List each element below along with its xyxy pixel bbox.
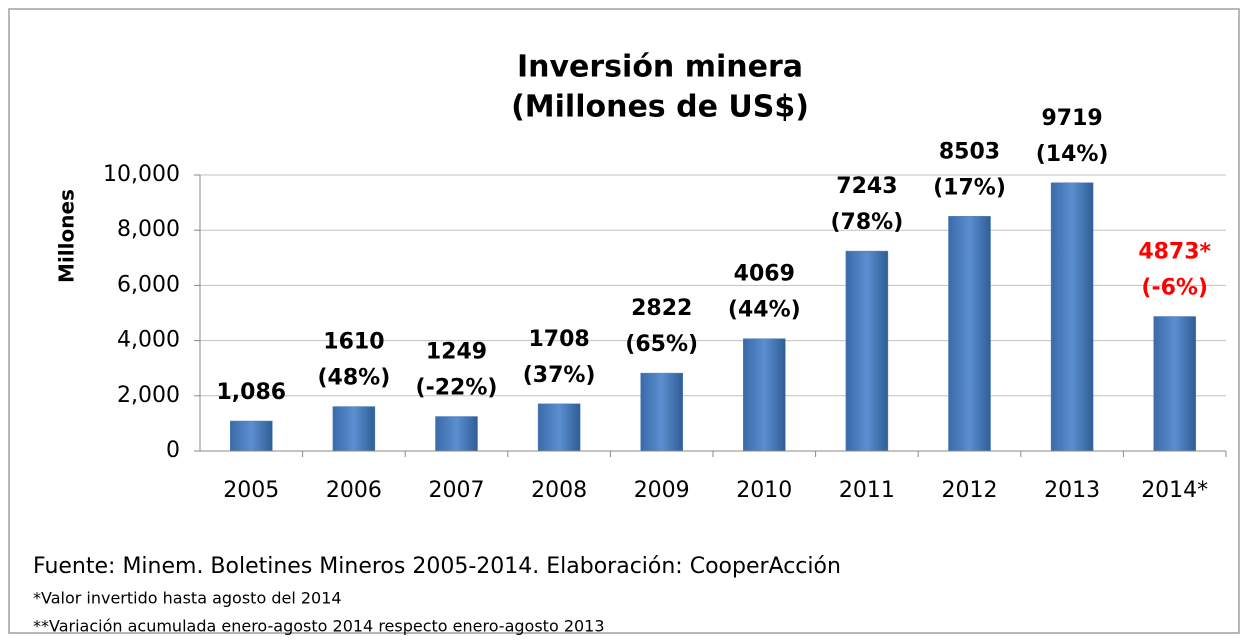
change-label: (17%) xyxy=(933,175,1006,200)
value-label: 1610 xyxy=(323,330,384,355)
chart-title: Inversión minera xyxy=(517,50,803,85)
value-label: 1,086 xyxy=(217,380,287,405)
note: *Valor invertido hasta agosto del 2014 xyxy=(33,589,342,608)
chart-subtitle: (Millones de US$) xyxy=(511,90,809,125)
y-tick-label: 2,000 xyxy=(117,383,180,408)
change-label: (37%) xyxy=(523,363,596,388)
value-label: 4873* xyxy=(1138,240,1211,265)
value-label: 4069 xyxy=(734,262,795,287)
change-label: (78%) xyxy=(831,210,904,235)
bar xyxy=(845,250,889,452)
x-tick-label: 2008 xyxy=(531,478,587,503)
change-label: (-6%) xyxy=(1141,276,1208,301)
x-tick-label: 2005 xyxy=(223,478,279,503)
x-tick-label: 2012 xyxy=(942,478,998,503)
bar xyxy=(332,406,376,452)
x-tick-label: 2010 xyxy=(736,478,792,503)
y-tick-label: 10,000 xyxy=(103,162,180,187)
x-tick-label: 2006 xyxy=(326,478,382,503)
change-label: (48%) xyxy=(318,366,391,391)
bar xyxy=(1050,182,1094,452)
x-tick-label: 2013 xyxy=(1044,478,1100,503)
x-tick-label: 2014* xyxy=(1141,478,1208,503)
bar xyxy=(537,403,581,452)
change-label: (14%) xyxy=(1036,142,1109,167)
bar xyxy=(435,416,478,452)
value-label: 9719 xyxy=(1041,106,1102,131)
source: Fuente: Minem. Boletines Mineros 2005-20… xyxy=(33,554,841,579)
x-tick-label: 2007 xyxy=(429,478,485,503)
y-axis-label: Millones xyxy=(55,189,79,283)
value-label: 7243 xyxy=(836,174,897,199)
value-label: 1249 xyxy=(426,340,487,365)
change-label: (-22%) xyxy=(416,376,498,401)
value-label: 1708 xyxy=(528,327,589,352)
frame xyxy=(8,8,1240,634)
value-label: 8503 xyxy=(939,139,1000,164)
y-tick-label: 4,000 xyxy=(117,328,180,353)
bar xyxy=(948,216,991,452)
change-label: (44%) xyxy=(728,298,801,323)
bar xyxy=(640,372,683,452)
bar xyxy=(230,420,273,452)
y-tick-label: 0 xyxy=(166,438,180,463)
note: **Variación acumulada enero-agosto 2014 … xyxy=(33,617,605,636)
change-label: (65%) xyxy=(625,332,698,357)
x-tick-label: 2011 xyxy=(839,478,895,503)
y-tick-label: 8,000 xyxy=(117,217,180,242)
y-tick-label: 6,000 xyxy=(117,272,180,297)
bar xyxy=(1153,316,1196,452)
value-label: 2822 xyxy=(631,296,692,321)
bar xyxy=(743,338,786,452)
x-tick-label: 2009 xyxy=(634,478,690,503)
